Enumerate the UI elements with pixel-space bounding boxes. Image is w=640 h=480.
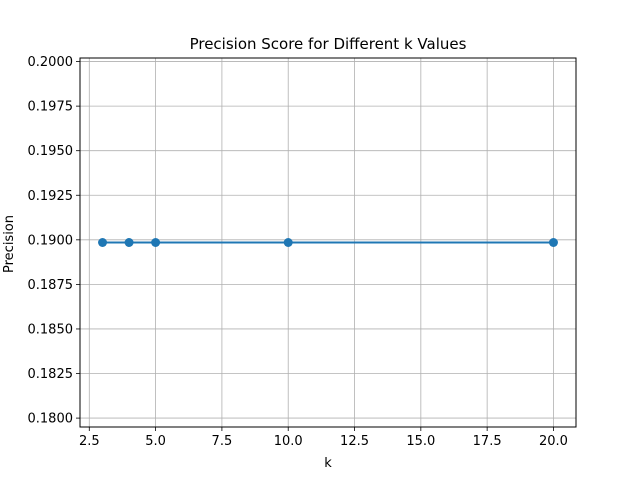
x-tick-label: 2.5 (79, 434, 100, 449)
data-point (124, 238, 134, 247)
y-tick-label: 0.1875 (28, 278, 74, 293)
y-tick-label: 0.1800 (28, 412, 74, 427)
data-point (283, 238, 293, 247)
x-tick-label: 12.5 (340, 434, 369, 449)
y-tick-label: 0.1825 (28, 367, 74, 382)
y-tick-label: 0.1850 (28, 322, 74, 337)
x-tick-label: 17.5 (473, 434, 502, 449)
y-tick-label: 0.1900 (28, 233, 74, 248)
series-layer (98, 238, 558, 247)
x-axis-ticks: 2.5 5.0 7.5 10.0 12.5 15.0 17.5 20.0 (79, 427, 568, 449)
plot-frame (79, 57, 577, 428)
x-tick-label: 5.0 (145, 434, 166, 449)
x-axis-label: k (324, 456, 332, 471)
data-point (151, 238, 161, 247)
y-tick-label: 0.1975 (28, 100, 74, 115)
y-axis-label: Precision (2, 215, 17, 273)
y-tick-label: 0.1925 (28, 189, 74, 204)
x-tick-label: 20.0 (539, 434, 568, 449)
x-tick-label: 10.0 (274, 434, 303, 449)
y-tick-label: 0.2000 (28, 55, 74, 70)
chart-title: Precision Score for Different k Values (190, 35, 467, 53)
data-point (98, 238, 108, 247)
y-tick-label: 0.1950 (28, 144, 74, 159)
data-point (548, 238, 558, 247)
x-tick-label: 15.0 (406, 434, 435, 449)
x-tick-label: 7.5 (212, 434, 233, 449)
y-axis-ticks: 0.1800 0.1825 0.1850 0.1875 0.1900 0.1925 0.19… (28, 55, 80, 427)
grid-layer (80, 58, 576, 427)
